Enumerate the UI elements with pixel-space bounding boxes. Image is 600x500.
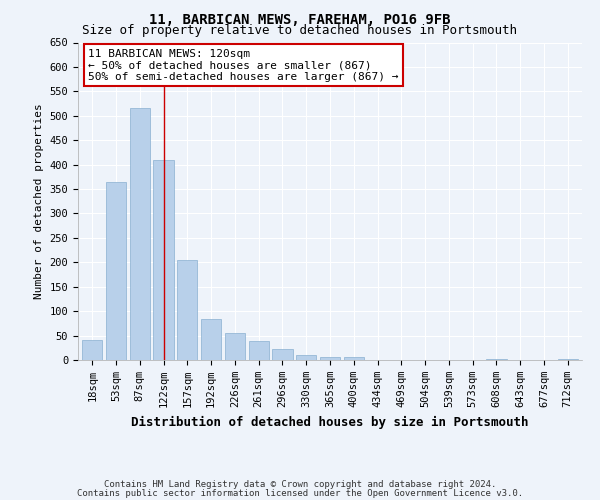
Text: Contains HM Land Registry data © Crown copyright and database right 2024.: Contains HM Land Registry data © Crown c… (104, 480, 496, 489)
Bar (344, 356, 364, 360)
Bar (248, 342, 269, 360)
Bar (177, 260, 197, 360)
X-axis label: Distribution of detached houses by size in Portsmouth: Distribution of detached houses by size … (131, 416, 529, 428)
Bar (557, 358, 578, 360)
Bar (106, 182, 126, 360)
Text: Contains public sector information licensed under the Open Government Licence v3: Contains public sector information licen… (77, 488, 523, 498)
Bar (130, 108, 150, 360)
Bar (272, 350, 293, 360)
Bar (320, 357, 340, 360)
Bar (296, 355, 316, 360)
Bar (154, 160, 173, 360)
Bar (225, 333, 245, 360)
Bar (487, 358, 506, 360)
Y-axis label: Number of detached properties: Number of detached properties (34, 104, 44, 299)
Text: 11 BARBICAN MEWS: 120sqm
← 50% of detached houses are smaller (867)
50% of semi-: 11 BARBICAN MEWS: 120sqm ← 50% of detach… (88, 49, 398, 82)
Text: Size of property relative to detached houses in Portsmouth: Size of property relative to detached ho… (83, 24, 517, 37)
Bar (201, 320, 221, 360)
Text: 11, BARBICAN MEWS, FAREHAM, PO16 9FB: 11, BARBICAN MEWS, FAREHAM, PO16 9FB (149, 12, 451, 26)
Bar (82, 340, 103, 360)
